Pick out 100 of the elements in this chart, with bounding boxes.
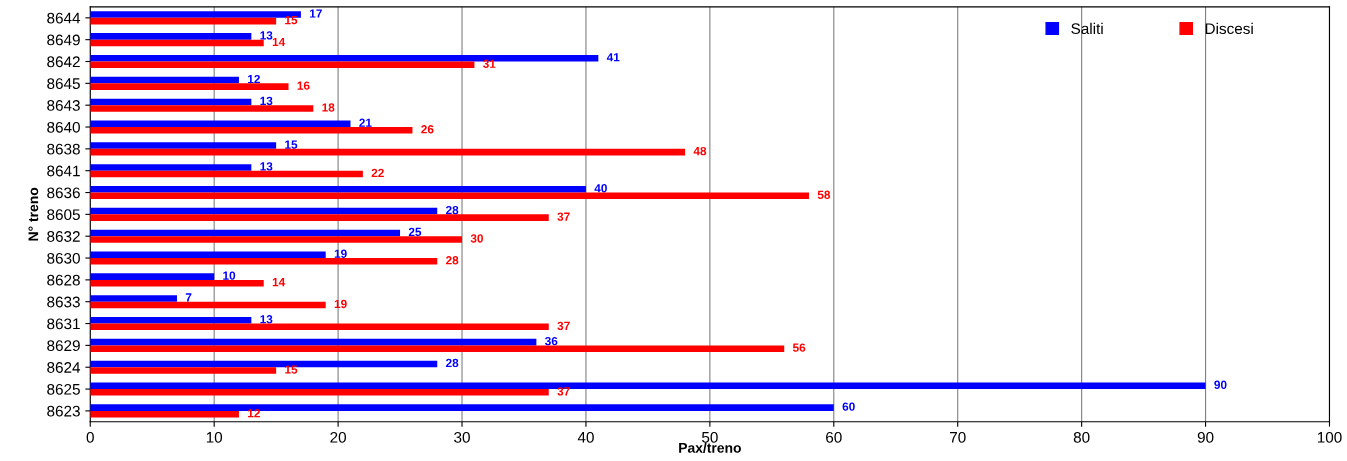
bar	[90, 76, 239, 84]
y-tick-label: 8628	[47, 274, 80, 286]
data-label: 28	[445, 358, 459, 368]
bar	[90, 323, 549, 331]
bar	[90, 148, 686, 156]
bar	[90, 11, 301, 18]
data-label: 17	[310, 9, 322, 18]
bar	[90, 404, 834, 411]
data-label: 16	[297, 81, 310, 90]
x-tick-label: 90	[1197, 431, 1214, 443]
data-label: 19	[334, 299, 347, 309]
bar	[90, 142, 277, 149]
x-tick-label: 60	[826, 431, 842, 443]
bar	[90, 98, 252, 106]
data-label: 90	[1214, 380, 1227, 389]
data-label: 7	[185, 293, 192, 302]
bar	[90, 236, 463, 243]
data-label: 28	[445, 205, 459, 215]
bar	[90, 207, 438, 215]
data-label: 60	[842, 402, 855, 411]
x-tick-label: 0	[86, 431, 94, 443]
bar	[90, 345, 785, 352]
y-tick-label: 8631	[47, 318, 80, 330]
data-label: 10	[223, 271, 236, 280]
y-tick-label: 8630	[47, 252, 80, 264]
data-label: 25	[408, 227, 422, 237]
data-label: 41	[606, 53, 620, 62]
data-label: 13	[260, 162, 273, 171]
y-tick-label: 8624	[47, 362, 81, 373]
bar	[90, 127, 413, 134]
bar	[90, 83, 289, 90]
x-tick-label: 20	[330, 431, 346, 443]
y-tick-label: 8649	[47, 34, 80, 46]
data-label: 48	[693, 146, 707, 156]
x-tick-label: 50	[701, 431, 718, 443]
y-tick-label: 8623	[47, 405, 80, 417]
bar	[90, 338, 537, 346]
data-label: 40	[594, 184, 607, 193]
data-label: 13	[260, 31, 273, 40]
bar	[90, 317, 252, 324]
bar	[90, 164, 252, 171]
data-label: 19	[334, 249, 347, 258]
bar	[90, 258, 438, 265]
data-label: 14	[272, 278, 286, 287]
bar	[90, 61, 475, 69]
y-tick-label: 8643	[47, 100, 80, 111]
x-tick-label: 40	[577, 431, 594, 443]
bar	[90, 229, 401, 237]
bar	[90, 17, 277, 25]
data-label: 13	[260, 96, 273, 106]
x-tick-label: 80	[1073, 431, 1090, 443]
bar	[90, 295, 177, 302]
bar	[90, 389, 549, 396]
data-label: 36	[544, 336, 558, 346]
y-tick-label: 8640	[47, 121, 80, 133]
bar	[90, 105, 314, 112]
y-tick-label: 8642	[47, 56, 80, 68]
bar	[90, 39, 264, 47]
data-label: 15	[285, 16, 298, 25]
data-label: 18	[322, 103, 335, 112]
data-label: 26	[421, 125, 434, 134]
data-label: 15	[285, 140, 298, 149]
bar	[90, 273, 215, 280]
y-tick-label: 8636	[47, 187, 80, 199]
data-label: 37	[557, 387, 570, 396]
y-tick-label: 8629	[47, 340, 80, 352]
y-tick-label: 8641	[47, 165, 80, 177]
data-label: 21	[359, 118, 372, 127]
bar	[90, 251, 326, 259]
bar	[90, 367, 277, 374]
bar	[90, 301, 326, 309]
data-label: 37	[557, 321, 570, 331]
y-tick-label: 8632	[47, 231, 80, 242]
x-axis-title: Pax/treno	[679, 442, 741, 453]
y-tick-label: 8605	[47, 209, 80, 221]
bar	[90, 410, 239, 418]
bar	[90, 120, 351, 128]
bar	[90, 170, 363, 178]
bar	[90, 192, 810, 200]
data-label: 31	[483, 59, 496, 68]
bar	[90, 185, 586, 193]
bar	[90, 33, 252, 40]
bar	[90, 279, 264, 287]
legend-label: Saliti	[1071, 22, 1103, 35]
legend-label: Discesi	[1205, 22, 1253, 35]
y-tick-label: 8644	[47, 12, 81, 24]
y-tick-label: 8625	[47, 383, 80, 395]
data-label: 58	[817, 190, 831, 199]
data-label: 56	[792, 343, 806, 352]
data-label: 14	[272, 37, 286, 46]
data-label: 13	[260, 315, 273, 324]
data-label: 30	[470, 234, 483, 243]
x-tick-label: 30	[454, 431, 470, 443]
data-label: 22	[371, 168, 384, 178]
data-label: 37	[557, 212, 570, 221]
y-tick-label: 8633	[47, 296, 80, 308]
bar	[90, 214, 549, 221]
y-tick-label: 8638	[47, 143, 80, 155]
x-tick-label: 100	[1317, 431, 1342, 443]
data-label: 12	[248, 408, 260, 418]
